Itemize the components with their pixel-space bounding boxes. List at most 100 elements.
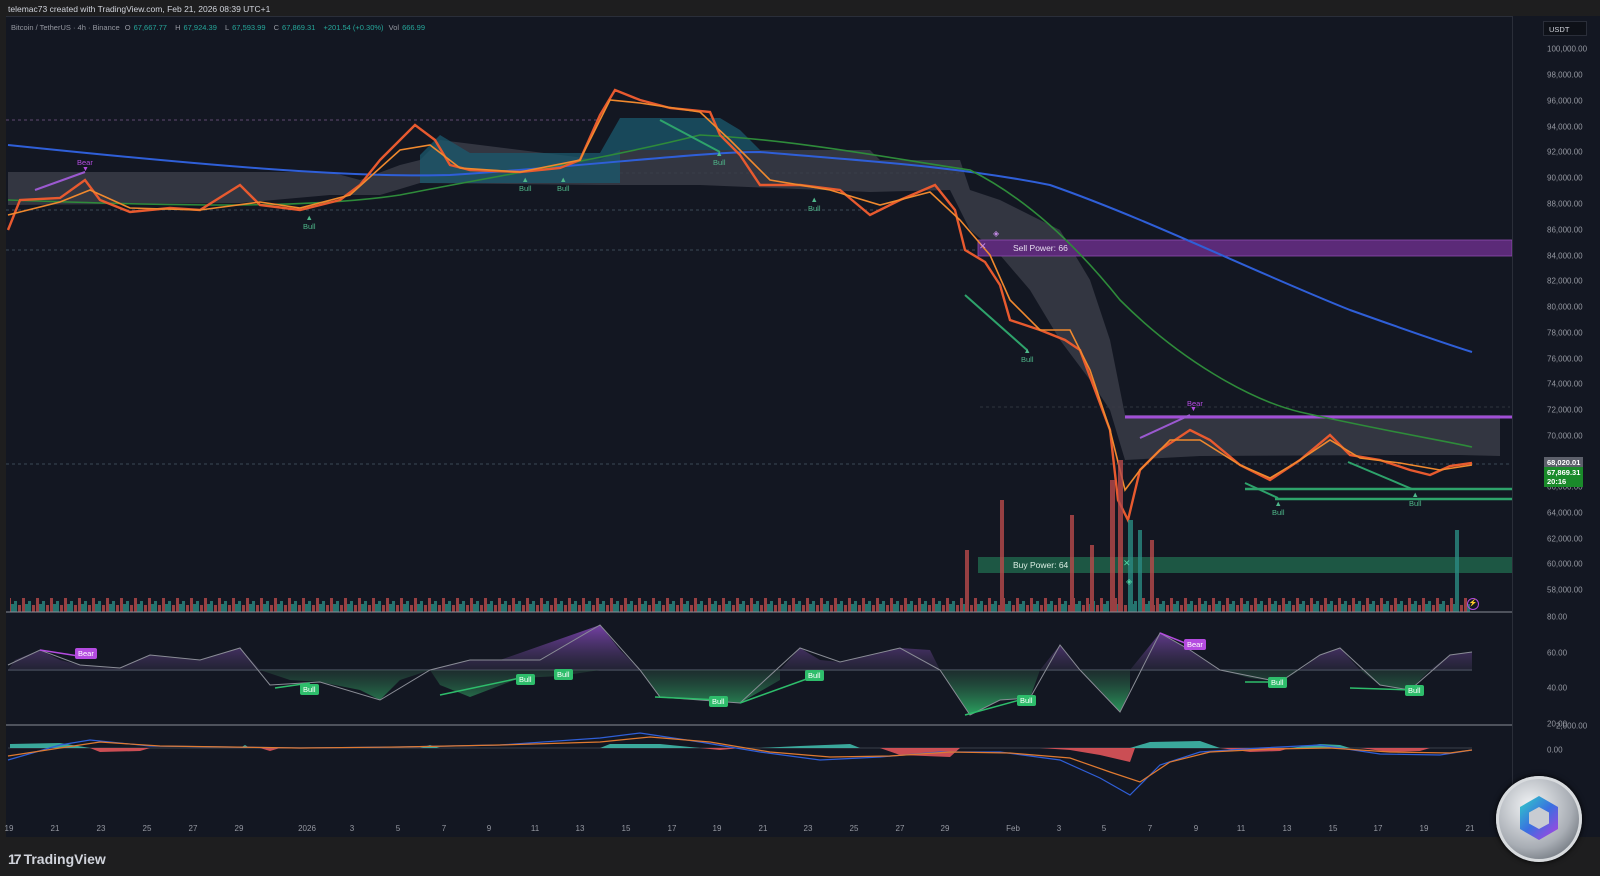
low-value: L 67,593.99 [224,23,266,32]
rsi-lower-fill [260,670,1430,715]
time-tick: 25 [849,824,859,833]
time-tick: 5 [395,824,401,833]
time-tick: 2026 [298,824,316,833]
signal-line [7,736,1473,783]
time-tick: 21 [758,824,768,833]
slow-ma-line [7,144,1473,353]
time-tick: 11 [1236,824,1246,833]
bull-marker-icon: ▲ [521,175,529,184]
close-value: C 67,869.31 [273,23,316,32]
time-tick: 17 [667,824,677,833]
price-tick: 76,000.00 [1547,354,1583,364]
bull-signal: ▲ Bull [1021,346,1034,364]
volume-value: Vol 666.99 [388,23,426,32]
price-tick: 98,000.00 [1547,70,1583,80]
time-tick: 19 [4,824,14,833]
rsi-bull-tag: Bull [554,669,573,680]
bull-signal: ▲ Bull [713,149,726,167]
macd-histogram-down [90,748,1430,762]
time-tick: 3 [1056,824,1062,833]
currency-selector[interactable]: USDT [1543,21,1587,36]
sell-power-label: Sell Power: 66 [1013,243,1068,253]
bull-signal: ▲ Bull [808,195,821,213]
bull-marker-icon: ▲ [1411,490,1419,499]
rsi-tick: 40.00 [1547,683,1568,693]
time-tick: 15 [621,824,631,833]
buy-x-icon: ✕ [1123,558,1131,568]
price-tick: 84,000.00 [1547,251,1583,261]
lightning-icon[interactable]: ⚡ [1467,598,1479,610]
time-tick: 21 [50,824,60,833]
rsi-tick: 20.00 [1547,719,1568,729]
bull-signal: ▲ Bull [519,175,532,193]
volume-bars [10,460,1470,612]
time-tick: 21 [1465,824,1475,833]
rsi-tick: 60.00 [1547,648,1568,658]
bull-marker-icon: ▲ [1023,346,1031,355]
buy-power-label: Buy Power: 64 [1013,560,1069,570]
last-price: 67,869.31 [1547,468,1581,477]
price-tick: 88,000.00 [1547,199,1583,209]
time-tick: 3 [349,824,355,833]
macd-tick: 2,000.00 [1556,721,1588,731]
rsi-bull-tag: Bull [709,696,728,707]
rsi-bull-tag: Bull [805,670,824,681]
price-tick: 62,000.00 [1547,534,1583,544]
rsi-upper-fill [8,625,1472,670]
price-tick: 96,000.00 [1547,96,1583,106]
sell-diamond-icon: ◈ [993,229,1000,238]
bear-signal-label: Bear [77,158,93,167]
price-tick: 72,000.00 [1547,405,1583,415]
time-tick: 11 [530,824,540,833]
rsi-line [7,624,1473,716]
tv-logo-icon: 17 [8,851,22,867]
bull-marker-icon: ▲ [305,213,313,222]
rsi-bear-tag: Bear [75,648,97,659]
symbol-name[interactable]: Bitcoin / TetherUS · 4h · Binance [11,23,120,32]
price-tag-upper: 68,020.01 [1544,457,1584,468]
bear-marker-icon: ▼ [82,166,89,173]
high-value: H 67,924.39 [175,23,217,32]
price-tick: 74,000.00 [1547,379,1583,389]
price-axis[interactable] [1512,16,1600,836]
time-tick: 27 [895,824,905,833]
bull-signal: ▲ Bull [1272,499,1285,517]
bull-marker-icon: ▲ [1274,499,1282,508]
time-tick: 9 [1193,824,1199,833]
sell-power-zone [977,239,1512,257]
last-price-tag: 67,869.31 20:16 [1544,467,1584,487]
time-tick: 19 [712,824,722,833]
rsi-tick: 80.00 [1547,612,1568,622]
rsi-bear-tag: Bear [1184,639,1206,650]
cloud-band [8,140,1500,460]
mid-ma-line [7,134,1473,448]
macd-histogram-up [10,741,1350,748]
bear-signal-label: Bear [1187,399,1203,408]
time-tick: 9 [486,824,492,833]
time-tick: 27 [188,824,198,833]
price-tick: 100,000.00 [1547,44,1588,54]
time-tick: 19 [1419,824,1429,833]
change-value: +201.54 (+0.30%) [323,23,384,32]
bull-signal: ▲ Bull [303,213,316,231]
price-tick: 94,000.00 [1547,122,1583,132]
time-tick: 23 [96,824,106,833]
time-tick: 7 [1147,824,1153,833]
fast-ema-line [7,99,1473,492]
price-tick: 82,000.00 [1547,276,1583,286]
rsi-bull-tag: Bull [1268,677,1287,688]
symbol-legend: Bitcoin / TetherUS · 4h · Binance O 67,66… [11,23,431,32]
chart-credit: telemac73 created with TradingView.com, … [8,4,271,14]
price-tick: 58,000.00 [1547,585,1583,595]
bull-marker-icon: ▲ [715,149,723,158]
price-tick: 90,000.00 [1547,173,1583,183]
coin-logo [1496,776,1582,862]
tv-logo-text: TradingView [23,851,106,867]
time-tick: 17 [1373,824,1383,833]
time-tick: 25 [142,824,152,833]
tradingview-logo[interactable]: 17 TradingView [8,851,106,867]
macd-tick: 0.00 [1547,745,1563,755]
bull-marker-icon: ▲ [810,195,818,204]
open-value: O 67,667.77 [124,23,167,32]
price-tick: 80,000.00 [1547,302,1583,312]
